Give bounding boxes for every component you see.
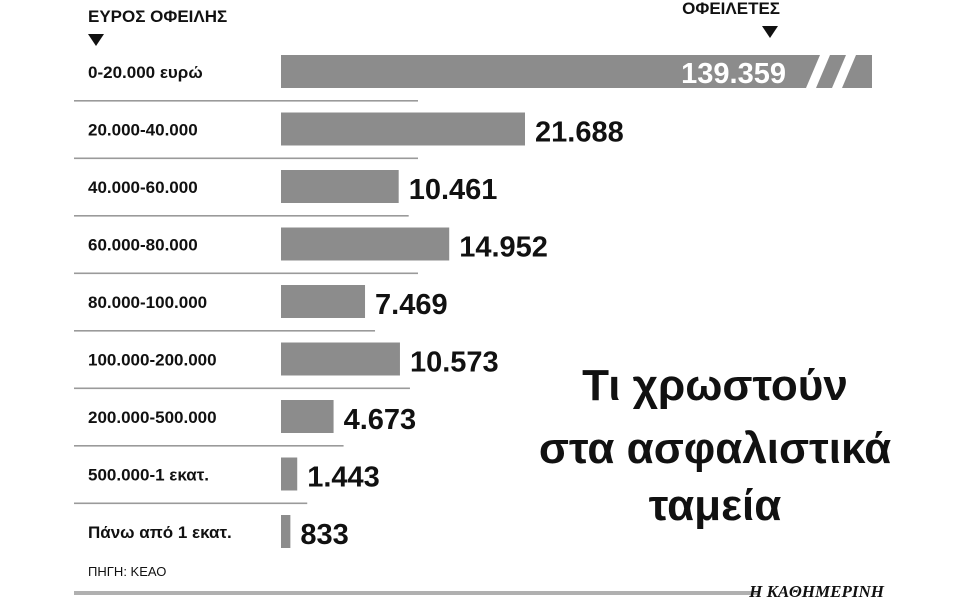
bar	[281, 457, 298, 491]
bar-break-mark	[832, 55, 856, 88]
category-label: 20.000-40.000	[88, 121, 198, 140]
category-label: 60.000-80.000	[88, 236, 198, 255]
category-header: ΕΥΡΟΣ ΟΦΕΙΛΗΣ	[88, 7, 227, 26]
brand-logo: Η ΚΑΘΗΜΕΡΙΝΗ	[748, 582, 885, 598]
row-separator	[74, 330, 376, 332]
value-label: 21.688	[535, 117, 624, 149]
value-label: 10.573	[410, 347, 499, 379]
title-line-1: Τι χρωστούν	[582, 361, 848, 410]
row-separator	[74, 157, 418, 160]
bar	[281, 515, 291, 548]
category-label: 80.000-100.000	[88, 293, 207, 312]
title-line-2: στα ασφαλιστικά	[539, 424, 891, 473]
category-label: 200.000-500.000	[88, 408, 217, 427]
bar-rows: 0-20.000 ευρώ 139.359 20.000-40.000 21.688 4…	[74, 55, 872, 551]
source-note: ΠΗΓΗ: ΚΕΑΟ	[88, 564, 166, 579]
category-label: 100.000-200.000	[88, 351, 217, 370]
value-label: 14.952	[459, 232, 548, 264]
bar	[281, 112, 525, 146]
row-separator	[74, 445, 344, 447]
bar	[281, 227, 450, 261]
bar	[281, 170, 399, 203]
value-label: 7.469	[375, 289, 448, 321]
bar	[281, 55, 872, 88]
category-label: 500.000-1 εκατ.	[88, 466, 209, 485]
title-line-3: ταμεία	[649, 481, 782, 530]
row-separator	[74, 100, 418, 102]
value-label: 833	[300, 519, 348, 551]
category-label: 0-20.000 ευρώ	[88, 63, 203, 82]
value-label: 10.461	[409, 174, 498, 206]
row-separator	[74, 502, 308, 505]
category-header-arrow-icon	[88, 34, 104, 46]
value-header-arrow-icon	[762, 26, 778, 38]
bar	[281, 285, 366, 318]
row-separator	[74, 272, 418, 275]
value-label: 1.443	[307, 462, 380, 494]
row-separator	[74, 215, 409, 217]
bar	[281, 342, 400, 376]
bar	[281, 400, 334, 433]
category-label: 40.000-60.000	[88, 178, 198, 197]
value-label: 139.359	[681, 58, 786, 90]
category-label: Πάνω από 1 εκατ.	[88, 523, 232, 542]
bar-break-mark	[806, 55, 830, 88]
row-separator	[74, 387, 410, 390]
value-label: 4.673	[344, 404, 417, 436]
footer-rule	[74, 591, 758, 595]
value-header: ΟΦΕΙΛΕΤΕΣ	[682, 0, 780, 18]
